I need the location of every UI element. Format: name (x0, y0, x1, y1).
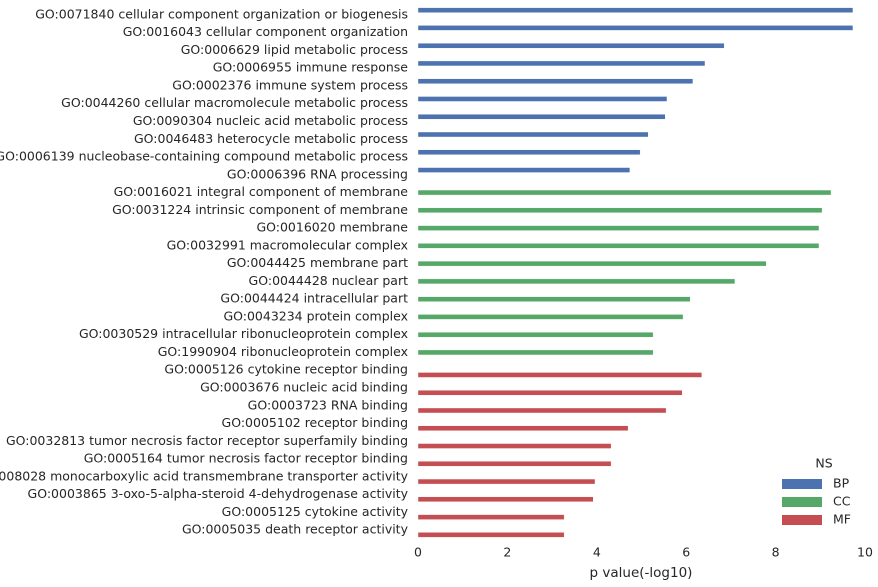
legend-swatch (782, 479, 822, 489)
legend-swatch (782, 497, 822, 507)
x-tick-label: 4 (593, 545, 601, 560)
bar (417, 7, 854, 13)
y-tick-label: GO:0071840 cellular component organizati… (35, 6, 408, 21)
legend-swatch (782, 515, 822, 525)
y-tick-label: GO:0032813 tumor necrosis factor recepto… (6, 433, 408, 448)
y-tick-label: GO:0090304 nucleic acid metabolic proces… (133, 113, 408, 128)
y-tick-label: GO:0043234 protein complex (223, 308, 408, 323)
bar (417, 131, 649, 138)
y-tick-label: GO:0016043 cellular component organizati… (123, 24, 408, 39)
legend-label: MF (833, 512, 851, 527)
y-tick-label: GO:0005102 receptor binding (222, 415, 408, 430)
y-tick-label: GO:0006629 lipid metabolic process (181, 42, 408, 57)
bar (417, 443, 612, 449)
y-tick-label: GO:0044425 membrane part (227, 255, 408, 270)
bar (417, 478, 596, 485)
bar (417, 189, 832, 196)
legend-title: NS (815, 456, 832, 471)
y-tick-label: GO:0003676 nucleic acid binding (200, 379, 408, 394)
bar (417, 225, 820, 231)
y-tick-label: GO:0005126 cytokine receptor binding (164, 362, 408, 377)
bar (417, 349, 654, 356)
y-tick-label: GO:0016021 integral component of membran… (114, 184, 409, 199)
legend-label: CC (833, 494, 851, 509)
bar (417, 60, 706, 67)
bar (417, 207, 823, 214)
y-tick-label: GO:0005125 cytokine activity (222, 504, 409, 519)
x-axis-label: p value(-log10) (590, 565, 693, 581)
bar (417, 149, 641, 155)
y-tick-label: GO:1990904 ribonucleoprotein complex (158, 344, 408, 359)
y-tick-label: GO:0044424 intracellular part (220, 291, 408, 306)
y-tick-label: GO:0030529 intracellular ribonucleoprote… (79, 326, 408, 341)
bar (417, 496, 594, 503)
bar (417, 167, 631, 173)
x-tick-label: 6 (682, 545, 690, 560)
bar (417, 260, 767, 267)
bar (417, 296, 691, 302)
y-tick-label: GO:0003723 RNA binding (248, 397, 408, 412)
y-tick-label: GO:0006396 RNA processing (227, 166, 408, 181)
y-tick-label: GO:0044260 cellular macromolecule metabo… (61, 95, 408, 110)
y-tick-label: GO:0005035 death receptor activity (182, 522, 409, 537)
y-tick-label: GO:0002376 immune system process (172, 77, 408, 92)
y-tick-label: GO:0044428 nuclear part (249, 273, 409, 288)
y-tick-label: GO:0032991 macromolecular complex (167, 237, 408, 252)
bar (417, 532, 565, 538)
x-tick-label: 2 (503, 545, 511, 560)
bar (417, 78, 694, 84)
bar (417, 42, 725, 49)
bar (417, 243, 820, 249)
bar (417, 514, 565, 520)
y-tick-label: GO:0046483 heterocycle metabolic process (134, 131, 408, 146)
bar (417, 96, 668, 102)
bar (417, 372, 703, 378)
bar (417, 407, 667, 414)
y-tick-label: GO:0006139 nucleobase-containing compoun… (0, 149, 408, 164)
bar (417, 390, 683, 396)
bar (417, 25, 854, 31)
legend-label: BP (833, 476, 850, 491)
bar (417, 278, 736, 285)
y-tick-label: GO:0005164 tumor necrosis factor recepto… (84, 451, 408, 466)
bar (417, 114, 666, 120)
x-tick-label: 0 (414, 545, 422, 560)
y-tick-label: GO:0008028 monocarboxylic acid transmemb… (0, 468, 409, 483)
y-tick-label: GO:0031224 intrinsic component of membra… (112, 202, 408, 217)
bar (417, 461, 612, 467)
y-tick-label: GO:0016020 membrane (256, 220, 408, 235)
bar (417, 314, 684, 320)
bar (417, 425, 629, 431)
y-tick-label: GO:0006955 immune response (213, 60, 409, 75)
y-tick-label: GO:0003865 3-oxo-5-alpha-steroid 4-dehyd… (28, 486, 409, 501)
x-tick-label: 8 (772, 545, 780, 560)
bar (417, 331, 654, 338)
x-tick-label: 10 (857, 545, 873, 560)
